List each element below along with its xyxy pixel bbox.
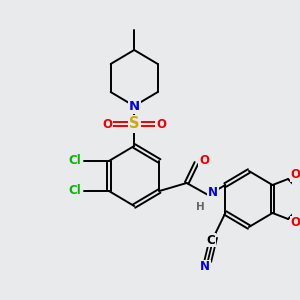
Text: N: N: [200, 260, 210, 274]
Text: Cl: Cl: [68, 184, 81, 197]
Text: N: N: [208, 187, 218, 200]
Text: O: O: [102, 118, 112, 130]
Text: Cl: Cl: [68, 154, 81, 167]
Text: O: O: [291, 169, 300, 182]
Text: C: C: [206, 233, 215, 247]
Text: H: H: [196, 202, 205, 212]
Text: S: S: [129, 116, 140, 131]
Text: O: O: [199, 154, 209, 167]
Text: O: O: [156, 118, 167, 130]
Text: N: N: [129, 100, 140, 112]
Text: O: O: [291, 217, 300, 230]
